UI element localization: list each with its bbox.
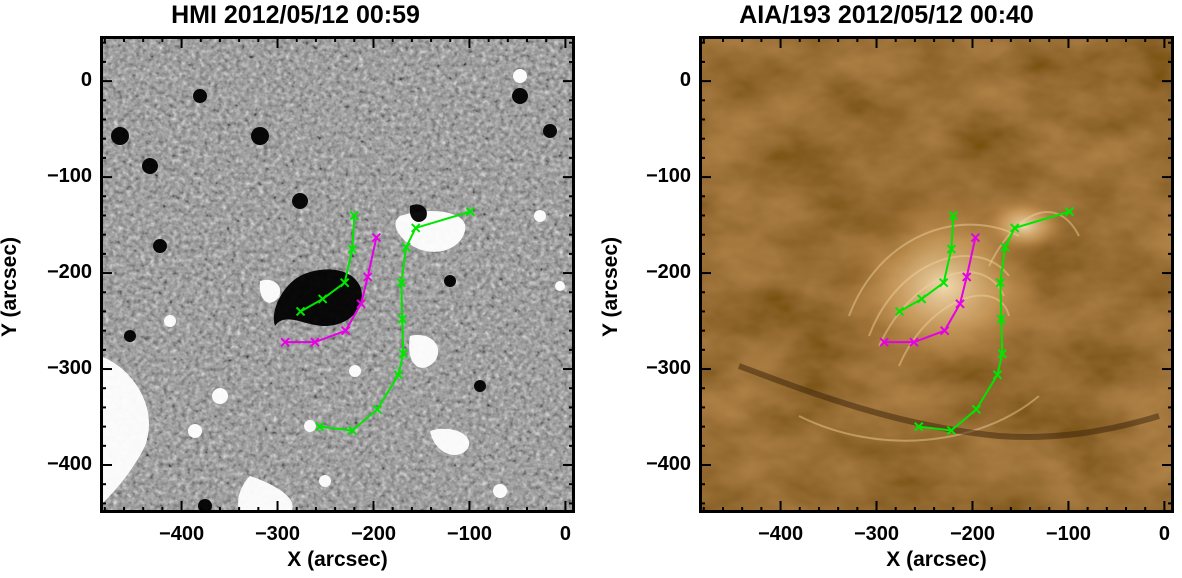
hmi-title: HMI 2012/05/12 00:59: [171, 1, 420, 29]
y-tick-label: −400: [645, 453, 691, 475]
overlay-marker-0-1: [317, 294, 328, 304]
overlay-marker-0-4: [349, 210, 360, 221]
overlay-line-1: [285, 237, 378, 344]
overlay-marker-0-2: [339, 277, 350, 288]
aia-193-image: [699, 36, 1174, 513]
x-tick-label: −300: [853, 523, 900, 545]
x-tick-label: −200: [949, 523, 996, 545]
overlay-line-2: [319, 210, 471, 432]
overlay-marker-0-3: [946, 244, 957, 254]
overlay-marker-2-3: [393, 370, 404, 380]
y-tick-label: −400: [46, 453, 92, 475]
x-tick-label: −300: [254, 523, 301, 545]
y-tick-label: 0: [679, 69, 691, 92]
aia-y-axis-label: Y (arcsec): [599, 236, 622, 338]
aia-filament: [737, 363, 1160, 440]
overlay-marker-0-0: [295, 306, 306, 317]
overlay-marker-1-5: [371, 232, 382, 243]
y-tick-label: −100: [645, 165, 691, 188]
hmi-magnetogram-image: [100, 36, 575, 513]
overlay-marker-2-3: [992, 370, 1003, 380]
y-tick-label: −200: [645, 261, 691, 284]
aia-panel: AIA/193 2012/05/12 00:40: [591, 0, 1182, 578]
hmi-magnetogram-svg: [100, 36, 575, 513]
overlay-marker-2-8: [410, 223, 421, 233]
x-tick-label: 0: [559, 523, 571, 545]
overlay-marker-1-5: [970, 232, 981, 243]
overlay-marker-2-4: [398, 348, 408, 359]
overlay-marker-0-4: [948, 210, 959, 221]
overlay-marker-2-1: [946, 425, 957, 436]
y-tick-label: −300: [46, 357, 92, 380]
overlay-marker-1-1: [310, 337, 320, 347]
overlay-marker-2-7: [401, 242, 411, 252]
x-tick-label: −100: [446, 523, 492, 545]
hmi-loop-overlays: [280, 206, 476, 436]
overlay-marker-1-0: [879, 337, 889, 347]
overlay-marker-2-7: [1000, 242, 1010, 252]
overlay-marker-2-8: [1009, 223, 1020, 233]
overlay-marker-2-9: [465, 206, 476, 217]
overlay-marker-0-2: [938, 277, 949, 288]
overlay-marker-2-6: [995, 277, 1006, 288]
y-tick-label: 0: [80, 69, 92, 92]
overlay-marker-2-4: [997, 348, 1007, 359]
overlay-marker-0-3: [347, 244, 358, 254]
y-tick-label: −100: [46, 165, 92, 188]
hmi-y-axis-label: Y (arcsec): [0, 236, 21, 338]
overlay-marker-1-2: [939, 325, 950, 336]
hmi-positive-polarity: [100, 69, 565, 513]
x-tick-label: −200: [350, 523, 397, 545]
x-tick-label: −400: [159, 523, 205, 545]
aia-title: AIA/193 2012/05/12 00:40: [739, 1, 1034, 29]
overlay-marker-2-2: [372, 404, 383, 415]
x-tick-label: 0: [1158, 523, 1170, 545]
overlay-marker-1-3: [955, 299, 965, 309]
overlay-marker-2-5: [397, 314, 407, 324]
overlay-marker-0-0: [894, 306, 905, 317]
overlay-marker-1-2: [340, 325, 351, 336]
x-tick-label: −400: [758, 523, 804, 545]
overlay-marker-2-2: [971, 404, 982, 415]
hmi-x-axis-label: X (arcsec): [287, 548, 388, 571]
aia-loop-overlays: [879, 206, 1075, 436]
overlay-line-1: [884, 237, 977, 344]
overlay-marker-2-5: [996, 314, 1006, 324]
overlay-marker-2-6: [396, 277, 407, 288]
aia-193-svg: [699, 36, 1174, 513]
aia-x-axis-label: X (arcsec): [886, 548, 987, 571]
y-tick-label: −300: [645, 357, 691, 380]
overlay-marker-2-9: [1064, 206, 1075, 217]
hmi-panel: HMI 2012/05/12 00:59: [0, 1, 575, 571]
overlay-line-2: [918, 210, 1070, 432]
hmi-negative-polarity: [111, 88, 557, 513]
overlay-marker-1-3: [356, 299, 366, 309]
overlay-marker-1-0: [280, 337, 290, 347]
overlay-marker-2-0: [914, 421, 924, 432]
overlay-marker-0-1: [916, 294, 927, 304]
overlay-marker-2-0: [315, 421, 325, 432]
overlay-marker-1-4: [962, 272, 972, 282]
overlay-marker-1-4: [363, 272, 373, 282]
y-tick-label: −200: [46, 261, 92, 284]
overlay-marker-1-1: [909, 337, 919, 347]
x-tick-label: −100: [1045, 523, 1091, 545]
overlay-marker-2-1: [347, 425, 358, 436]
